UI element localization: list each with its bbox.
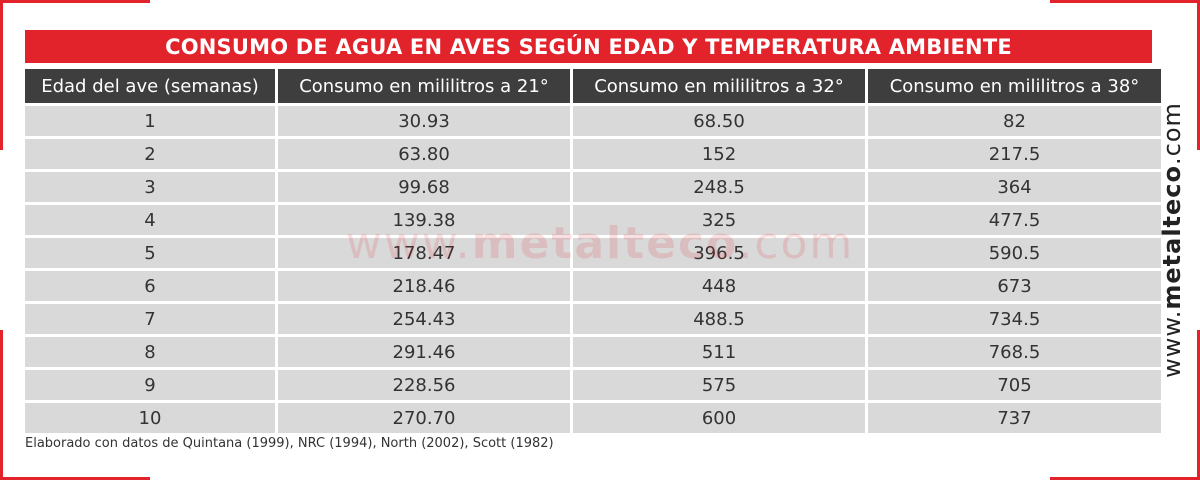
age-cell: 10	[25, 403, 275, 433]
age-cell: 5	[25, 238, 275, 268]
consumption-cell: 737	[868, 403, 1161, 433]
consumption-cell: 82	[868, 106, 1161, 136]
consumption-cell: 673	[868, 271, 1161, 301]
column-header: Consumo en mililitros a 38°	[868, 69, 1161, 103]
side-brand-prefix: www.	[1158, 309, 1186, 378]
consumption-cell: 228.56	[278, 370, 570, 400]
table-row: 5 178.47 396.5 590.5	[25, 238, 1161, 268]
column-header: Edad del ave (semanas)	[25, 69, 275, 103]
corner-accent	[1050, 477, 1200, 480]
consumption-cell: 68.50	[573, 106, 865, 136]
consumption-cell: 291.46	[278, 337, 570, 367]
consumption-cell: 178.47	[278, 238, 570, 268]
side-brand-suffix: .com	[1158, 102, 1186, 165]
consumption-cell: 139.38	[278, 205, 570, 235]
water-consumption-table: Edad del ave (semanas) Consumo en milili…	[22, 66, 1164, 436]
consumption-cell: 325	[573, 205, 865, 235]
consumption-cell: 705	[868, 370, 1161, 400]
corner-accent	[0, 330, 3, 480]
table-row: 1 30.93 68.50 82	[25, 106, 1161, 136]
age-cell: 6	[25, 271, 275, 301]
age-cell: 2	[25, 139, 275, 169]
table-row: 7 254.43 488.5 734.5	[25, 304, 1161, 334]
consumption-cell: 30.93	[278, 106, 570, 136]
age-cell: 8	[25, 337, 275, 367]
consumption-cell: 477.5	[868, 205, 1161, 235]
consumption-cell: 575	[573, 370, 865, 400]
consumption-cell: 99.68	[278, 172, 570, 202]
consumption-cell: 63.80	[278, 139, 570, 169]
age-cell: 3	[25, 172, 275, 202]
table-row: 9 228.56 575 705	[25, 370, 1161, 400]
age-cell: 7	[25, 304, 275, 334]
column-header: Consumo en mililitros a 21°	[278, 69, 570, 103]
table-row: 2 63.80 152 217.5	[25, 139, 1161, 169]
age-cell: 1	[25, 106, 275, 136]
corner-accent	[0, 0, 150, 3]
side-brand-logo: www.metalteco.com	[1158, 102, 1186, 378]
consumption-cell: 600	[573, 403, 865, 433]
table-title: CONSUMO DE AGUA EN AVES SEGÚN EDAD Y TEM…	[25, 30, 1152, 63]
column-header: Consumo en mililitros a 32°	[573, 69, 865, 103]
consumption-cell: 364	[868, 172, 1161, 202]
age-cell: 9	[25, 370, 275, 400]
corner-accent	[1197, 0, 1200, 150]
consumption-cell: 590.5	[868, 238, 1161, 268]
side-brand-name: metalteco	[1158, 164, 1186, 310]
header-row: Edad del ave (semanas) Consumo en milili…	[25, 69, 1161, 103]
table-row: 6 218.46 448 673	[25, 271, 1161, 301]
consumption-cell: 511	[573, 337, 865, 367]
consumption-cell: 768.5	[868, 337, 1161, 367]
table-row: 10 270.70 600 737	[25, 403, 1161, 433]
consumption-cell: 248.5	[573, 172, 865, 202]
corner-accent	[0, 0, 3, 150]
consumption-cell: 217.5	[868, 139, 1161, 169]
table-row: 8 291.46 511 768.5	[25, 337, 1161, 367]
corner-accent	[1050, 0, 1200, 3]
table-row: 4 139.38 325 477.5	[25, 205, 1161, 235]
consumption-cell: 218.46	[278, 271, 570, 301]
consumption-cell: 488.5	[573, 304, 865, 334]
consumption-cell: 396.5	[573, 238, 865, 268]
consumption-cell: 254.43	[278, 304, 570, 334]
consumption-cell: 152	[573, 139, 865, 169]
table-row: 3 99.68 248.5 364	[25, 172, 1161, 202]
source-footnote: Elaborado con datos de Quintana (1999), …	[25, 436, 554, 451]
corner-accent	[0, 477, 150, 480]
consumption-cell: 734.5	[868, 304, 1161, 334]
corner-accent	[1197, 330, 1200, 480]
consumption-cell: 448	[573, 271, 865, 301]
age-cell: 4	[25, 205, 275, 235]
consumption-cell: 270.70	[278, 403, 570, 433]
